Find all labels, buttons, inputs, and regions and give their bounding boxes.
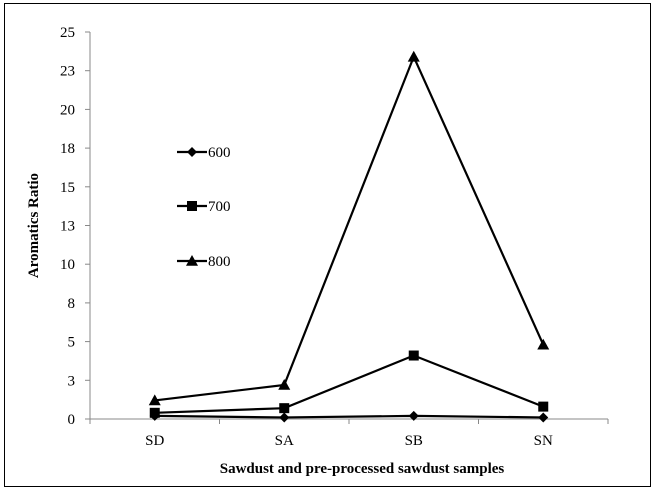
- data-point-700-SD: [149, 407, 160, 418]
- data-point-800-SA: [278, 378, 291, 390]
- y-tick-label: 25: [60, 25, 75, 41]
- legend-marker: [186, 255, 198, 266]
- data-point-600-SB: [408, 410, 419, 421]
- data-point-700-SA: [279, 403, 290, 414]
- data-point-700-SN: [538, 401, 549, 412]
- series-layer: [148, 50, 550, 423]
- series-600: [149, 410, 549, 423]
- y-tick-label: 8: [68, 296, 76, 312]
- series-800: [148, 50, 550, 406]
- x-tick-label: SA: [275, 433, 294, 449]
- x-tick-label: SD: [145, 433, 164, 449]
- y-tick-label: 3: [68, 373, 76, 389]
- x-tick-label: SB: [405, 433, 423, 449]
- y-tick-label: 13: [60, 219, 75, 235]
- legend-item-800: 800: [177, 254, 231, 270]
- y-tick-label: 15: [60, 180, 75, 196]
- legend-marker: [187, 147, 197, 157]
- legend-label: 700: [208, 199, 231, 215]
- y-tick-label: 23: [60, 64, 75, 80]
- y-tick-label: 10: [60, 257, 75, 273]
- data-point-800-SN: [537, 338, 550, 350]
- series-line-800: [154, 53, 545, 402]
- series-line-600: [154, 414, 544, 419]
- y-tick-label: 0: [68, 412, 76, 428]
- data-point-800-SB: [407, 50, 420, 62]
- data-point-700-SB: [408, 350, 419, 361]
- x-tick-label: SN: [534, 433, 553, 449]
- data-point-600-SA: [279, 412, 290, 423]
- legend-item-600: 600: [177, 145, 231, 161]
- y-tick-label: 18: [60, 141, 75, 157]
- y-tick-label: 20: [60, 102, 75, 118]
- legend-label: 800: [208, 254, 231, 270]
- series-700: [149, 350, 549, 418]
- x-axis-title: Sawdust and pre-processed sawdust sample…: [220, 461, 505, 477]
- y-axis-title: Aromatics Ratio: [26, 173, 42, 278]
- y-tick-label: 5: [68, 335, 76, 351]
- legend-marker: [187, 201, 197, 211]
- data-point-600-SN: [538, 412, 549, 423]
- legend-label: 600: [208, 145, 231, 161]
- axes: 0 3 5 8 10 13 15 18 20 23 25 SD SA SB SN: [60, 25, 609, 449]
- legend: 600 700 800: [177, 145, 231, 270]
- series-line-700: [154, 354, 544, 414]
- data-point-800-SD: [148, 394, 161, 406]
- legend-item-700: 700: [177, 199, 231, 215]
